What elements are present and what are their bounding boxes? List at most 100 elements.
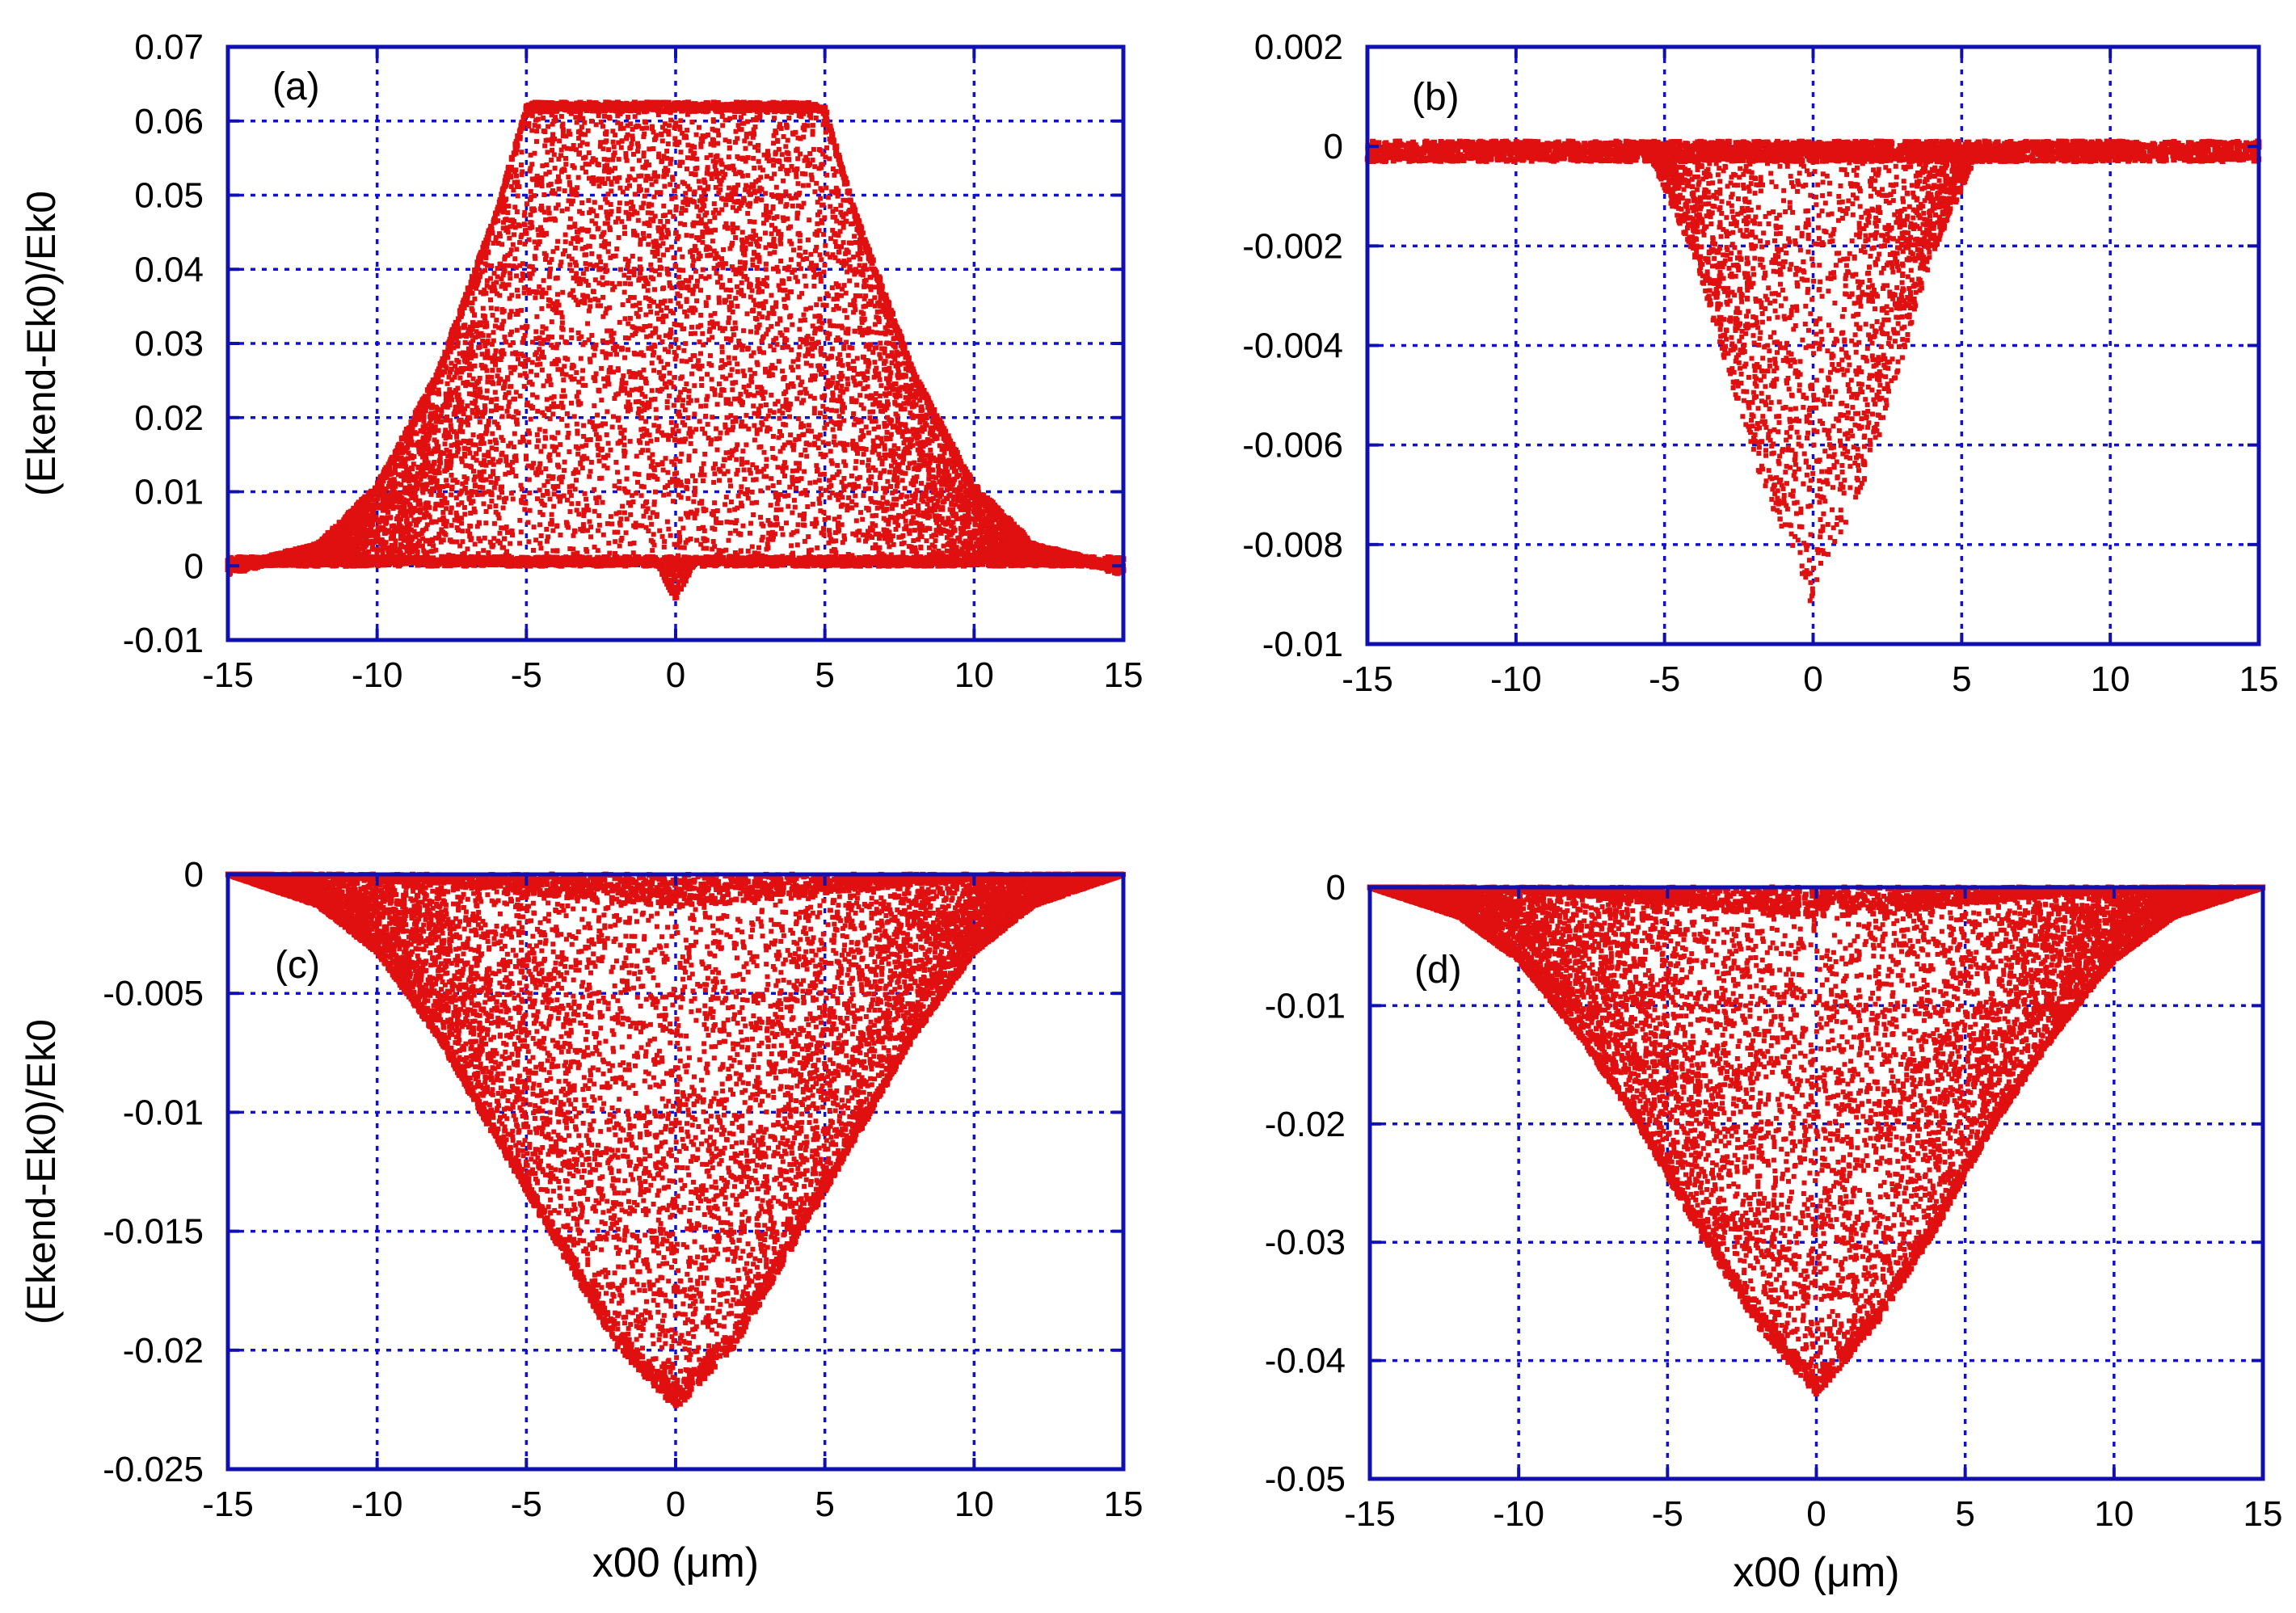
scatter-point: [703, 414, 708, 419]
scatter-point: [685, 297, 689, 302]
scatter-point: [661, 241, 666, 246]
scatter-point: [610, 424, 615, 429]
scatter-point: [778, 492, 783, 497]
scatter-point: [626, 276, 631, 280]
scatter-point: [498, 262, 503, 267]
scatter-point: [533, 151, 537, 156]
scatter-point: [719, 208, 724, 213]
scatter-point: [834, 244, 839, 249]
scatter-point: [508, 365, 513, 370]
scatter-point: [746, 427, 751, 432]
scatter-point: [936, 464, 941, 469]
scatter-point: [529, 417, 533, 422]
scatter-point: [672, 403, 676, 408]
scatter-point: [647, 304, 652, 309]
scatter-point: [657, 335, 662, 339]
scatter-point: [797, 327, 802, 332]
scatter-point: [812, 189, 817, 194]
scatter-point: [711, 480, 716, 485]
scatter-point: [569, 328, 574, 333]
scatter-point: [812, 331, 817, 335]
scatter-point: [854, 283, 859, 288]
scatter-point: [568, 217, 573, 221]
scatter-point: [748, 242, 753, 246]
scatter-point: [752, 220, 757, 225]
scatter-point: [622, 225, 627, 230]
scatter-point: [735, 225, 740, 230]
scatter-point: [597, 523, 602, 528]
scatter-point: [807, 481, 812, 486]
scatter-point: [798, 246, 803, 251]
scatter-point: [600, 276, 605, 280]
scatter-point: [750, 257, 755, 262]
scatter-point: [718, 431, 723, 436]
scatter-point: [768, 251, 773, 256]
scatter-point: [495, 266, 500, 271]
scatter-point: [786, 138, 790, 143]
scatter-point: [661, 204, 666, 208]
scatter-point: [778, 259, 783, 263]
scatter-point: [741, 369, 746, 373]
scatter-point: [882, 453, 887, 457]
scatter-point: [668, 371, 672, 376]
scatter-point: [444, 478, 449, 482]
scatter-point: [726, 320, 731, 325]
scatter-point: [798, 453, 803, 457]
scatter-point: [606, 441, 611, 446]
scatter-point: [432, 437, 437, 442]
scatter-point: [672, 375, 676, 380]
scatter-point: [574, 370, 579, 375]
scatter-point: [771, 163, 776, 168]
scatter-point: [771, 483, 776, 488]
scatter-point: [687, 389, 692, 394]
scatter-point: [485, 389, 490, 394]
scatter-point: [596, 513, 601, 518]
scatter-point: [508, 370, 513, 375]
scatter-point: [676, 428, 681, 433]
scatter-point: [754, 330, 759, 335]
scatter-point: [503, 339, 508, 344]
scatter-point: [762, 153, 767, 158]
scatter-point: [857, 393, 862, 398]
scatter-point: [823, 243, 828, 248]
scatter-point: [466, 546, 470, 551]
scatter-point: [742, 385, 747, 390]
scatter-point: [589, 119, 594, 124]
scatter-point: [599, 120, 604, 124]
scatter-point: [522, 221, 527, 226]
scatter-point: [823, 263, 828, 267]
scatter-point: [535, 395, 540, 400]
scatter-point: [736, 339, 741, 343]
scatter-point: [586, 507, 591, 512]
scatter-point: [827, 528, 832, 533]
scatter-point: [617, 415, 621, 420]
scatter-point: [771, 204, 776, 209]
scatter-point: [824, 173, 829, 178]
scatter-point: [660, 339, 665, 344]
scatter-point: [460, 539, 465, 544]
scatter-point: [556, 175, 561, 179]
scatter-point: [543, 466, 548, 471]
scatter-point: [916, 503, 921, 508]
scatter-point: [547, 274, 552, 279]
scatter-point: [624, 530, 629, 535]
panel-a: -15 -10 -5 0 5 10 15-0.0100.010.020.030.040.05…: [19, 27, 1143, 695]
scatter-point: [647, 432, 652, 437]
scatter-point: [490, 432, 495, 436]
scatter-point: [797, 352, 802, 357]
scatter-point: [560, 320, 565, 325]
scatter-point: [600, 500, 605, 505]
scatter-point: [783, 204, 788, 208]
scatter-point: [772, 171, 777, 176]
scatter-point: [741, 328, 746, 333]
scatter-point: [830, 347, 835, 352]
scatter-point: [517, 240, 522, 245]
scatter-point: [423, 506, 428, 511]
scatter-point: [777, 359, 781, 364]
scatter-point: [576, 390, 581, 394]
scatter-point: [776, 399, 781, 404]
scatter-point: [696, 221, 701, 225]
scatter-point: [617, 200, 622, 205]
scatter-point: [468, 511, 473, 516]
scatter-point: [823, 415, 828, 419]
